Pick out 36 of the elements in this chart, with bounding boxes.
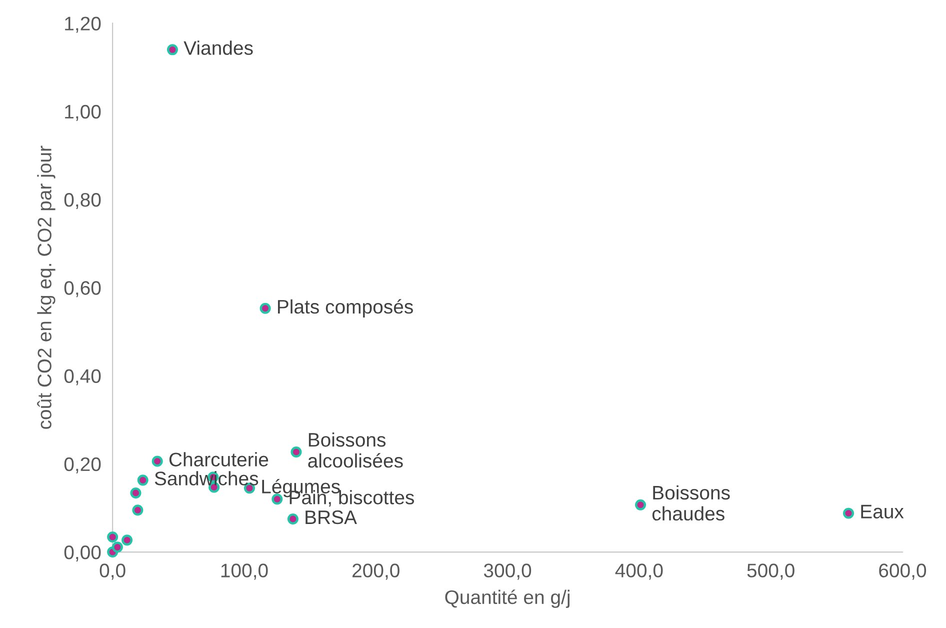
y-tick-label: 1,00 xyxy=(65,104,101,121)
point xyxy=(634,499,646,510)
x-tick-label: 200,0 xyxy=(352,564,400,580)
x-tick-label: 100,0 xyxy=(221,564,268,580)
point xyxy=(130,487,142,498)
x-axis-title: Quantité en g/j xyxy=(445,590,570,608)
point xyxy=(152,456,163,467)
point xyxy=(290,446,302,458)
x-tick-label: 0,0 xyxy=(100,564,126,580)
y-tick-label: 0,20 xyxy=(64,457,101,474)
point xyxy=(260,302,271,314)
annotation: Charcuterie xyxy=(169,452,268,466)
point xyxy=(122,534,133,546)
point xyxy=(132,504,144,516)
y-tick-label: 0,60 xyxy=(64,281,101,298)
x-tick-label: 400,0 xyxy=(615,564,663,580)
x-tick-label: 600,0 xyxy=(879,564,926,580)
annotation: Boissons alcoolisées xyxy=(308,432,403,468)
annotation: BRSA xyxy=(306,510,357,524)
annotation: Viandes xyxy=(184,40,253,55)
y-tick-label: 0,80 xyxy=(64,192,101,210)
annotation: Boissons chaudes xyxy=(652,485,730,521)
y-tick-label: 0,00 xyxy=(64,545,101,562)
point xyxy=(112,542,123,553)
point xyxy=(287,513,298,524)
annotation: Plats composés xyxy=(278,299,413,318)
x-tick-label: 500,0 xyxy=(747,564,794,580)
y-axis-title: coût CO2 en kg eq. CO2 par jour xyxy=(37,146,56,429)
point xyxy=(137,474,148,486)
y-tick-label: 0,40 xyxy=(64,369,101,386)
y-tick-label: 1,20 xyxy=(65,16,101,33)
annotation: Eaux xyxy=(861,504,904,518)
point xyxy=(107,532,118,543)
x-tick-label: 300,0 xyxy=(484,564,532,580)
point xyxy=(166,44,178,56)
point xyxy=(843,508,854,519)
